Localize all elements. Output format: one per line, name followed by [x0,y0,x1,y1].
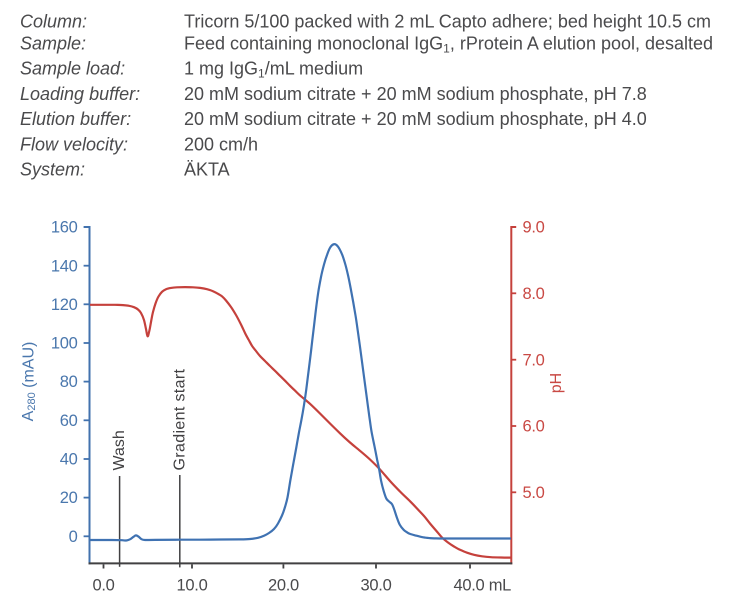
svg-text:160: 160 [51,219,78,237]
svg-text:8.0: 8.0 [523,285,545,303]
svg-text:1 mg IgG1/mL medium: 1 mg IgG1/mL medium [184,59,363,81]
svg-text:20: 20 [60,489,78,507]
svg-text:20.0: 20.0 [268,577,299,595]
svg-text:9.0: 9.0 [523,219,545,237]
svg-text:20 mM sodium citrate + 20 mM s: 20 mM sodium citrate + 20 mM sodium phos… [184,109,647,129]
svg-text:0: 0 [69,528,78,546]
svg-text:30.0: 30.0 [361,577,392,595]
svg-text:80: 80 [60,373,78,391]
svg-text:120: 120 [51,296,78,314]
svg-text:Wash: Wash [111,430,128,470]
svg-text:20 mM sodium citrate + 20 mM s: 20 mM sodium citrate + 20 mM sodium phos… [184,84,647,104]
svg-text:Loading buffer:: Loading buffer: [20,84,140,104]
svg-text:Feed containing monoclonal IgG: Feed containing monoclonal IgG1, rProtei… [184,33,713,55]
svg-text:Tricorn 5/100 packed with 2 mL: Tricorn 5/100 packed with 2 mL Capto adh… [184,11,711,31]
svg-text:100: 100 [51,335,78,353]
svg-text:Flow velocity:: Flow velocity: [20,134,128,154]
svg-text:pH: pH [548,373,565,393]
svg-text:60: 60 [60,412,78,430]
svg-text:ÄKTA: ÄKTA [184,160,230,180]
svg-text:10.0: 10.0 [177,577,208,595]
svg-text:6.0: 6.0 [523,418,545,436]
svg-text:Gradient start: Gradient start [171,368,188,470]
svg-text:200 cm/h: 200 cm/h [184,134,258,154]
svg-text:140: 140 [51,257,78,275]
svg-text:40: 40 [60,451,78,469]
svg-text:0.0: 0.0 [92,577,114,595]
svg-text:7.0: 7.0 [523,351,545,369]
svg-text:5.0: 5.0 [523,484,545,502]
svg-text:40.0 mL: 40.0 mL [454,577,512,595]
svg-text:System:: System: [20,160,85,180]
svg-text:Sample load:: Sample load: [20,59,125,79]
svg-text:A280 (mAU): A280 (mAU) [20,342,38,422]
svg-text:Elution buffer:: Elution buffer: [20,109,131,129]
svg-text:Sample:: Sample: [20,33,86,53]
svg-text:Column:: Column: [20,11,87,31]
